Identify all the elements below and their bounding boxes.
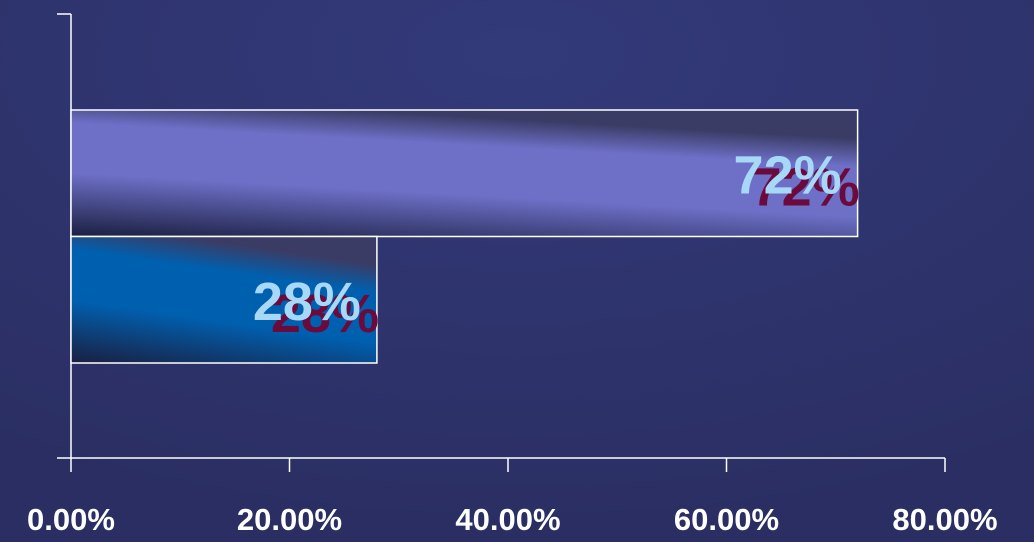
x-tick-label: 60.00% — [674, 502, 779, 537]
value-label-shadow: 72% — [752, 158, 860, 218]
bar — [70, 235, 378, 364]
value-label: 72% — [734, 146, 842, 206]
x-tick-label: 0.00% — [27, 502, 115, 537]
value-label-shadow: 28% — [271, 284, 379, 344]
x-tick-label: 80.00% — [892, 502, 997, 537]
value-label: 28% — [253, 272, 361, 332]
x-tick-label: 40.00% — [455, 502, 560, 537]
x-tick-label: 20.00% — [237, 502, 342, 537]
bar — [70, 109, 859, 238]
